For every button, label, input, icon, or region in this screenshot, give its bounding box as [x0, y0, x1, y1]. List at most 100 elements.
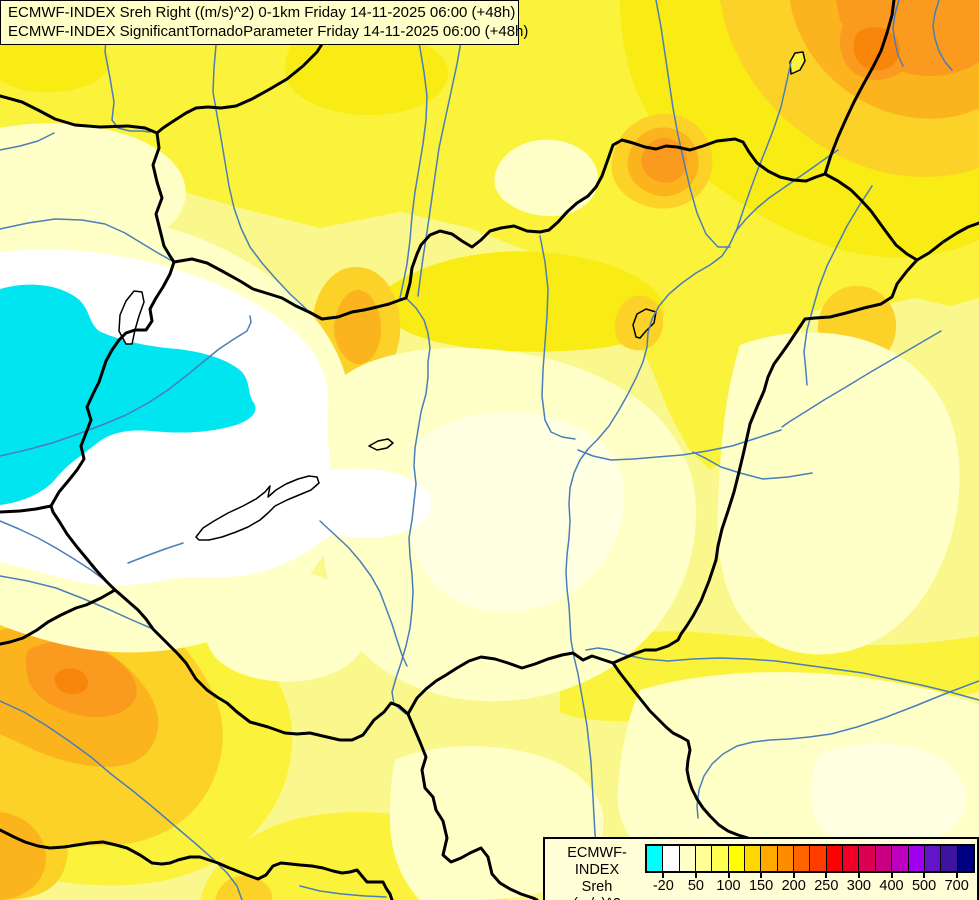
border-hungary-croatia [113, 588, 410, 742]
legend-color-cell [793, 846, 810, 871]
legend-color-cell [727, 846, 745, 871]
river-drava-upper [0, 575, 154, 630]
lake-ferto [118, 290, 145, 345]
legend-color-cell [825, 846, 843, 871]
legend-title: ECMWF-INDEX [567, 845, 627, 878]
contour-bright-yellow-topleft [0, 33, 110, 93]
river-timis [696, 680, 979, 819]
border-slovenia-croatia [0, 588, 117, 646]
river-hron [399, 0, 428, 299]
legend-tick-label: 50 [687, 878, 704, 894]
legend-tick-mark [694, 873, 697, 878]
contour-cyan-west [0, 284, 256, 505]
contour-bright-yellow-north [284, 29, 449, 116]
legend-tick-mark [825, 873, 828, 878]
river-tisza [565, 149, 839, 844]
contour-paler-center [408, 412, 625, 612]
legend-tick-label: 250 [814, 878, 839, 894]
border-austria-czechia [0, 94, 159, 135]
river-koros-upper [781, 330, 942, 428]
contour-deep-orange-southwest [54, 668, 88, 695]
border-hungary-ukraine [823, 172, 919, 262]
border-slovakia-ukraine [823, 0, 896, 176]
legend-color-cell [923, 846, 941, 871]
river-bodrog [735, 61, 792, 233]
legend-color-cell [842, 846, 859, 871]
river-raba [0, 315, 252, 457]
river-szamos [803, 185, 873, 386]
legend-color-cell [744, 846, 761, 871]
legend-tick-label: 700 [944, 878, 969, 894]
contour-cream-slovakia [494, 139, 599, 217]
contour-cream-east [717, 332, 960, 655]
legend-tick-mark [760, 873, 763, 878]
border-hungary-serbia [406, 651, 615, 716]
lakes [118, 51, 806, 541]
legend-tick-label: 150 [748, 878, 774, 894]
legend-color-cell [662, 846, 679, 871]
contour-gold-bottom-center [215, 875, 273, 900]
legend-tick-label: -20 [652, 878, 674, 894]
legend-color-cell [776, 846, 794, 871]
legend-parameter: Sreh [581, 879, 613, 895]
legend-tick-mark [857, 873, 860, 878]
map-title-line2: ECMWF-INDEX SignificantTornadoParameter … [8, 23, 529, 40]
legend-tick-mark [923, 873, 926, 878]
contour-bright-yellow-mid [379, 251, 665, 352]
legend-colorbar [645, 844, 975, 873]
lake-balaton [195, 475, 320, 541]
legend-tick-mark [727, 873, 730, 878]
river-nw-small [0, 132, 55, 151]
legend-label: ECMWF-INDEX Sreh (m/s)^2 [547, 845, 647, 900]
river-danube-upper [0, 218, 175, 263]
lake-zemplinska [789, 51, 806, 75]
border-serbia-romania [611, 661, 750, 840]
legend-tick-label: 500 [911, 878, 937, 894]
legend-tick-mark [662, 873, 665, 878]
border-hungary-slovakia [172, 137, 827, 321]
border-hungary-romania [611, 258, 919, 665]
legend-color-cell [874, 846, 892, 871]
contour-paler-southeast [810, 743, 967, 851]
legend-tick-label: 300 [846, 878, 871, 894]
legend-tick-mark [792, 873, 795, 878]
river-ne-small-2 [932, 0, 953, 71]
legend-color-cell [678, 846, 696, 871]
legend-tick-label: 200 [781, 878, 806, 894]
river-sava [0, 700, 243, 900]
legend-color-cell [858, 846, 875, 871]
river-zala [127, 542, 184, 564]
legend-color-cell [907, 846, 924, 871]
legend-color-cell [711, 846, 728, 871]
border-croatia-bosnia [0, 828, 394, 900]
river-maros [585, 647, 979, 701]
river-sio [319, 520, 408, 667]
legend-tick-label: 100 [716, 878, 741, 894]
river-ne-small-1 [892, 0, 904, 67]
legend-tick-mark [890, 873, 893, 878]
legend-tick-label: 400 [879, 878, 904, 894]
border-slovenia-hungary [49, 504, 117, 592]
legend-color-cell [940, 846, 957, 871]
legend-units: (m/s)^2 [547, 896, 647, 900]
legend-color-cell [647, 846, 663, 871]
river-zagyva [539, 235, 576, 440]
contour-deep-orange-northeast [853, 27, 900, 71]
legend-color-cell [809, 846, 826, 871]
contour-amber-bottomleft [0, 812, 47, 900]
border-austria-hungary [49, 260, 176, 508]
river-ipoly [417, 7, 469, 297]
legend-color-cell [891, 846, 908, 871]
border-austria-slovenia [0, 504, 53, 514]
legend-color-cell [695, 846, 712, 871]
legend-box: ECMWF-INDEX Sreh (m/s)^2 -20 50 100 150 200 2… [543, 837, 979, 900]
legend-tick-mark [955, 873, 958, 878]
lake-velence [368, 438, 394, 451]
map-title-box: ECMWF-INDEX Sreh Right ((m/s)^2) 0-1km F… [0, 0, 529, 45]
border-croatia-serbia [406, 712, 539, 900]
